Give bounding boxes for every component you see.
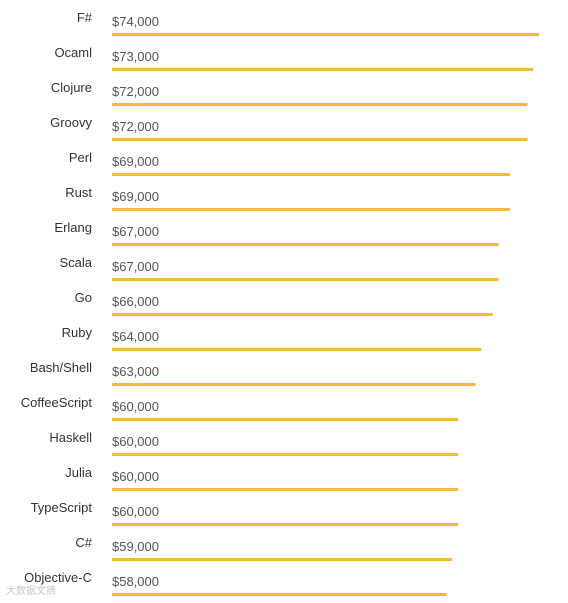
value-label: $60,000 [112,434,159,449]
bar [112,383,476,386]
category-label: Rust [65,185,92,200]
bar [112,173,511,176]
value-label: $67,000 [112,224,159,239]
value-label: $67,000 [112,259,159,274]
bar [112,138,528,141]
bar [112,558,453,561]
value-label: $72,000 [112,119,159,134]
value-label: $63,000 [112,364,159,379]
value-label: $58,000 [112,574,159,589]
category-label: Scala [59,255,92,270]
category-label: Ocaml [54,45,92,60]
bar [112,208,511,211]
value-label: $69,000 [112,189,159,204]
category-label: TypeScript [31,500,93,515]
value-label: $59,000 [112,539,159,554]
bar [112,103,528,106]
bar [112,68,534,71]
value-label: $72,000 [112,84,159,99]
category-label: CoffeeScript [21,395,93,410]
watermark-text: 大数据文摘 [6,586,56,597]
value-label: $73,000 [112,49,159,64]
value-label: $60,000 [112,469,159,484]
value-label: $60,000 [112,504,159,519]
category-label: Erlang [54,220,92,235]
bar [112,243,499,246]
category-label: C# [75,535,92,550]
value-label: $60,000 [112,399,159,414]
bar [112,488,459,491]
bar [112,348,482,351]
value-label: $64,000 [112,329,159,344]
category-label: Bash/Shell [30,360,92,375]
category-label: Clojure [51,80,92,95]
category-label: F# [77,10,93,25]
category-label: Perl [69,150,92,165]
category-label: Objective-C [24,570,92,585]
bar [112,33,539,36]
category-label: Julia [65,465,93,480]
value-label: $66,000 [112,294,159,309]
value-label: $74,000 [112,14,159,29]
bar [112,418,459,421]
bar [112,453,459,456]
bar [112,278,499,281]
category-label: Go [75,290,92,305]
value-label: $69,000 [112,154,159,169]
bar [112,593,447,596]
category-label: Ruby [62,325,93,340]
category-label: Haskell [49,430,92,445]
bar [112,523,459,526]
category-label: Groovy [50,115,92,130]
bar [112,313,493,316]
